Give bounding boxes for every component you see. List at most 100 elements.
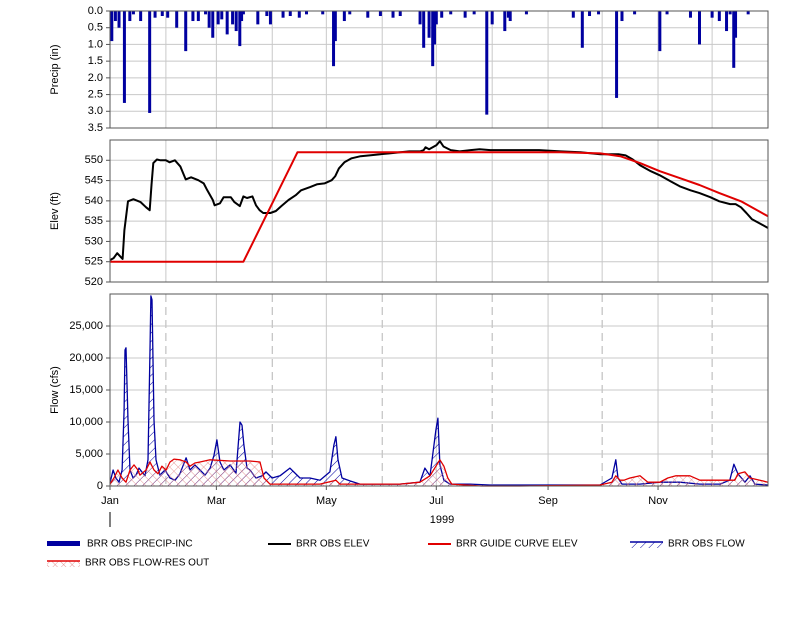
y-tick-label: 550 [85,154,103,166]
bar [297,11,301,18]
bar [588,11,592,17]
bar [620,11,624,22]
legend-swatch [47,561,80,567]
y-tick-label: 5,000 [75,448,103,460]
bar [434,11,438,25]
bar [231,11,235,25]
bar [422,11,426,48]
y-tick-label: 0.0 [88,5,103,17]
y-axis-label: Elev (ft) [49,192,61,230]
bar [321,11,325,15]
bar [191,11,195,22]
y-tick-label: 0 [97,480,103,492]
x-tick-label: Sep [538,495,558,507]
bar [571,11,575,18]
bar [148,11,152,113]
bar [304,11,308,15]
bar [503,11,507,32]
x-axis-label: 1999 [430,514,454,526]
legend-swatch [630,542,663,548]
bar [658,11,662,52]
bar [732,11,736,68]
bar [216,11,220,25]
bar [175,11,179,28]
bar [160,11,164,17]
bar [391,11,395,18]
panel: 0.0 0.5 1.0 1.5 2.0 2.5 3.0 3.5 Precip (in) [49,5,769,134]
plot-frame [109,293,769,487]
bar [211,11,215,38]
panel: 0 5,000 10,000 15,000 20,000 25,000 Flow (cfs)… [49,293,769,526]
x-tick-label: Nov [648,495,668,507]
x-tick-label: Mar [207,495,226,507]
bar [463,11,467,18]
bar [288,11,292,17]
y-tick-label: 20,000 [69,352,103,364]
bar [710,11,714,18]
bar [485,11,489,115]
bar [207,11,211,28]
legend-label: BRR OBS FLOW-RES OUT [85,558,209,569]
y-tick-label: 1.5 [88,55,103,67]
bar [432,11,436,45]
bar [506,11,510,18]
x-tick-label: Jan [101,495,119,507]
y-tick-label: 535 [85,215,103,227]
y-axis-label: Precip (in) [49,44,61,94]
bar [131,11,135,15]
bar [225,11,229,35]
bar [110,11,114,42]
bar [717,11,721,22]
bar [196,11,200,22]
bar [366,11,370,18]
series-line [109,458,768,487]
y-tick-label: 1.0 [88,38,103,50]
bar [490,11,494,25]
bar [688,11,692,18]
bar [139,11,143,22]
bar [153,11,157,18]
y-tick-label: 525 [85,256,103,268]
bar [268,11,272,25]
legend-swatch [47,541,80,546]
bar [128,11,132,22]
y-tick-label: 3.0 [88,105,103,117]
bar [333,11,337,42]
bar [472,11,476,15]
bar [746,11,750,15]
bar [665,11,669,15]
bar [597,11,601,15]
y-tick-label: 15,000 [69,384,103,396]
bar [265,11,269,17]
bar [580,11,584,48]
y-tick-label: 540 [85,195,103,207]
y-tick-label: 2.0 [88,72,103,84]
legend-label: BRR OBS FLOW [668,539,745,550]
legend-label: BRR OBS PRECIP-INC [87,539,193,550]
series-line [110,151,769,263]
bar [113,11,117,22]
bar [234,11,238,32]
bar [348,11,352,15]
x-tick-label: Jul [429,495,443,507]
legend: BRR OBS PRECIP-INC BRR OBS ELEV BRR GUIDE … [47,539,745,569]
y-tick-label: 0.5 [88,22,103,34]
bar [220,11,224,20]
bar [166,11,170,18]
bar [378,11,382,17]
y-axis-label: Flow (cfs) [49,366,61,414]
plot-frame [109,139,769,283]
bar [204,11,208,15]
legend-label: BRR OBS ELEV [296,539,370,550]
bar [256,11,260,25]
bar [615,11,619,98]
panel: 520 525 530 535 540 545 550 Elev (ft) [49,139,769,288]
y-tick-label: 3.5 [88,122,103,134]
bar [431,11,435,67]
series-line [109,295,768,486]
y-tick-label: 545 [85,174,103,186]
y-tick-label: 530 [85,235,103,247]
y-tick-label: 520 [85,276,103,288]
bar [449,11,453,15]
